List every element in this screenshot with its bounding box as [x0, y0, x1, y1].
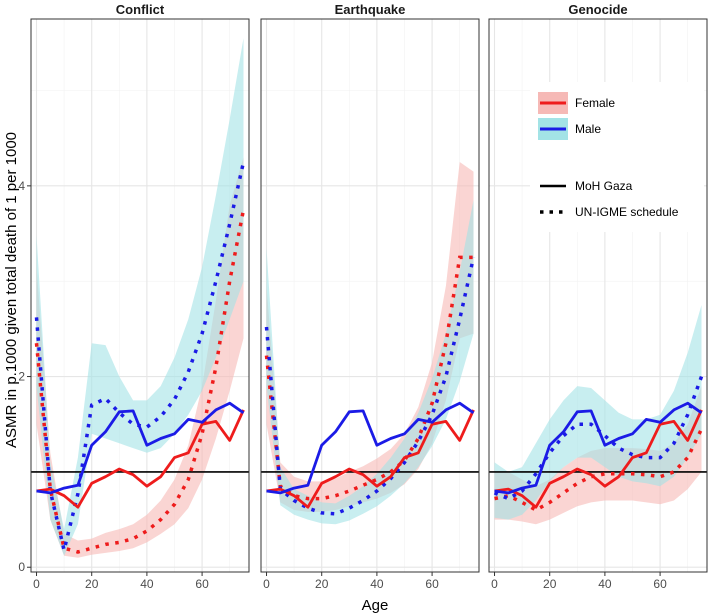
panel-conflict: Conflict 0 20 40 60	[30, 0, 250, 591]
panel-border-genocide	[488, 18, 708, 573]
x-tick-label: 0	[33, 577, 40, 591]
series-female-moh-gaza-earthquake	[266, 409, 475, 509]
legend-label-un-igme: UN-IGME schedule	[575, 205, 679, 219]
strip-label-conflict: Conflict	[116, 2, 165, 17]
legend-label-moh-gaza: MoH Gaza	[575, 179, 633, 193]
x-tick-label: 0	[491, 577, 498, 591]
x-tick-label: 0	[263, 577, 270, 591]
panel-border-earthquake	[260, 18, 480, 573]
x-tick-label: 20	[85, 577, 99, 591]
panel-border-conflict	[30, 18, 250, 573]
series-male-moh-gaza-genocide	[494, 401, 703, 495]
band-female-conflict	[36, 157, 244, 558]
x-tick-label: 40	[370, 577, 384, 591]
legend-label-male: Male	[575, 122, 601, 136]
series-female-moh-gaza-conflict	[36, 409, 245, 509]
band-female-earthquake	[266, 162, 474, 512]
band-male-genocide	[494, 305, 702, 520]
y-tick-label: 2	[18, 370, 25, 384]
legend: Female Male MoH Gaza UN-IGME schedule	[530, 82, 704, 232]
y-axis-title: ASMR in p.1000 given total death of 1 pe…	[3, 132, 20, 448]
y-tick-label: 0	[18, 560, 25, 574]
x-tick-label: 40	[598, 577, 612, 591]
series-male-moh-gaza-earthquake	[266, 401, 475, 495]
plot-area-earthquake	[261, 19, 479, 572]
strip-earthquake	[261, 0, 479, 19]
x-tick-label: 20	[543, 577, 557, 591]
plot-area-conflict	[31, 19, 249, 572]
y-tick-label: 4	[18, 179, 25, 193]
series-female-un-igme-conflict	[34, 209, 246, 554]
panel-earthquake: Earthquake 0 20 40 60	[260, 0, 480, 591]
strip-conflict	[31, 0, 249, 19]
band-male-conflict	[36, 38, 244, 556]
panels-layer: Conflict 0 20 40 60 Earthquake 0 20 40 60 Genocide…	[30, 0, 708, 591]
legend-label-female: Female	[575, 96, 615, 110]
axis-layer: Age ASMR in p.1000 given total death of …	[3, 132, 388, 614]
x-tick-label: 60	[653, 577, 667, 591]
strip-genocide	[489, 0, 707, 19]
strip-label-earthquake: Earthquake	[335, 2, 406, 17]
x-tick-label: 60	[195, 577, 209, 591]
series-male-moh-gaza-conflict	[36, 401, 245, 495]
x-tick-label: 60	[425, 577, 439, 591]
series-female-un-igme-earthquake	[264, 255, 474, 501]
x-tick-label: 40	[140, 577, 154, 591]
series-female-moh-gaza-genocide	[494, 409, 703, 509]
x-axis-title: Age	[362, 597, 389, 614]
x-tick-label: 20	[315, 577, 329, 591]
strip-label-genocide: Genocide	[568, 2, 627, 17]
